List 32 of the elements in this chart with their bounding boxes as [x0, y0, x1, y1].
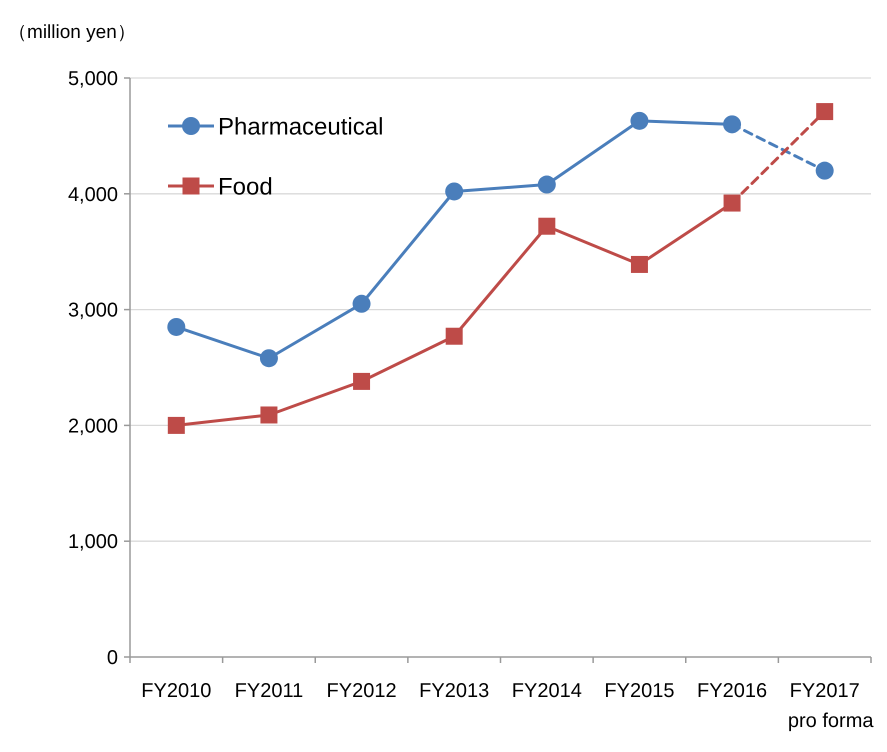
point [446, 328, 463, 345]
point [168, 416, 185, 434]
y-tick-label: 1,000 [68, 531, 118, 554]
x-tick-label: FY2015 [604, 680, 674, 702]
point [630, 112, 648, 130]
x-tick-label: FY2013 [419, 680, 490, 702]
y-tick-label: 3,000 [68, 300, 118, 322]
point [353, 372, 370, 390]
x-tick-label: FY2014 [512, 680, 582, 702]
point [816, 162, 834, 180]
point [352, 294, 371, 313]
point [538, 176, 556, 194]
x-tick-label: FY2016 [697, 680, 768, 702]
y-tick-label: 2,000 [68, 415, 118, 438]
y-tick-label: 5,000 [68, 68, 118, 90]
legend-label: Pharmaceutical [218, 113, 384, 140]
point [538, 218, 556, 235]
y-tick-label: 4,000 [68, 184, 118, 206]
x-tick-label: FY2017 pro forma [788, 680, 874, 732]
x-tick-label: FY2010 [141, 680, 212, 702]
point [260, 406, 278, 424]
x-tick-label: FY2012 [326, 680, 397, 702]
y-tick-label: 0 [106, 647, 118, 669]
point [724, 194, 741, 212]
point [167, 318, 186, 336]
legend-label: Food [218, 173, 273, 200]
point [816, 103, 834, 120]
x-tick-label: FY2011 [234, 680, 304, 702]
point [445, 182, 464, 200]
point [260, 349, 278, 368]
point [630, 256, 648, 273]
y-axis-title: （million yen） [8, 22, 136, 43]
